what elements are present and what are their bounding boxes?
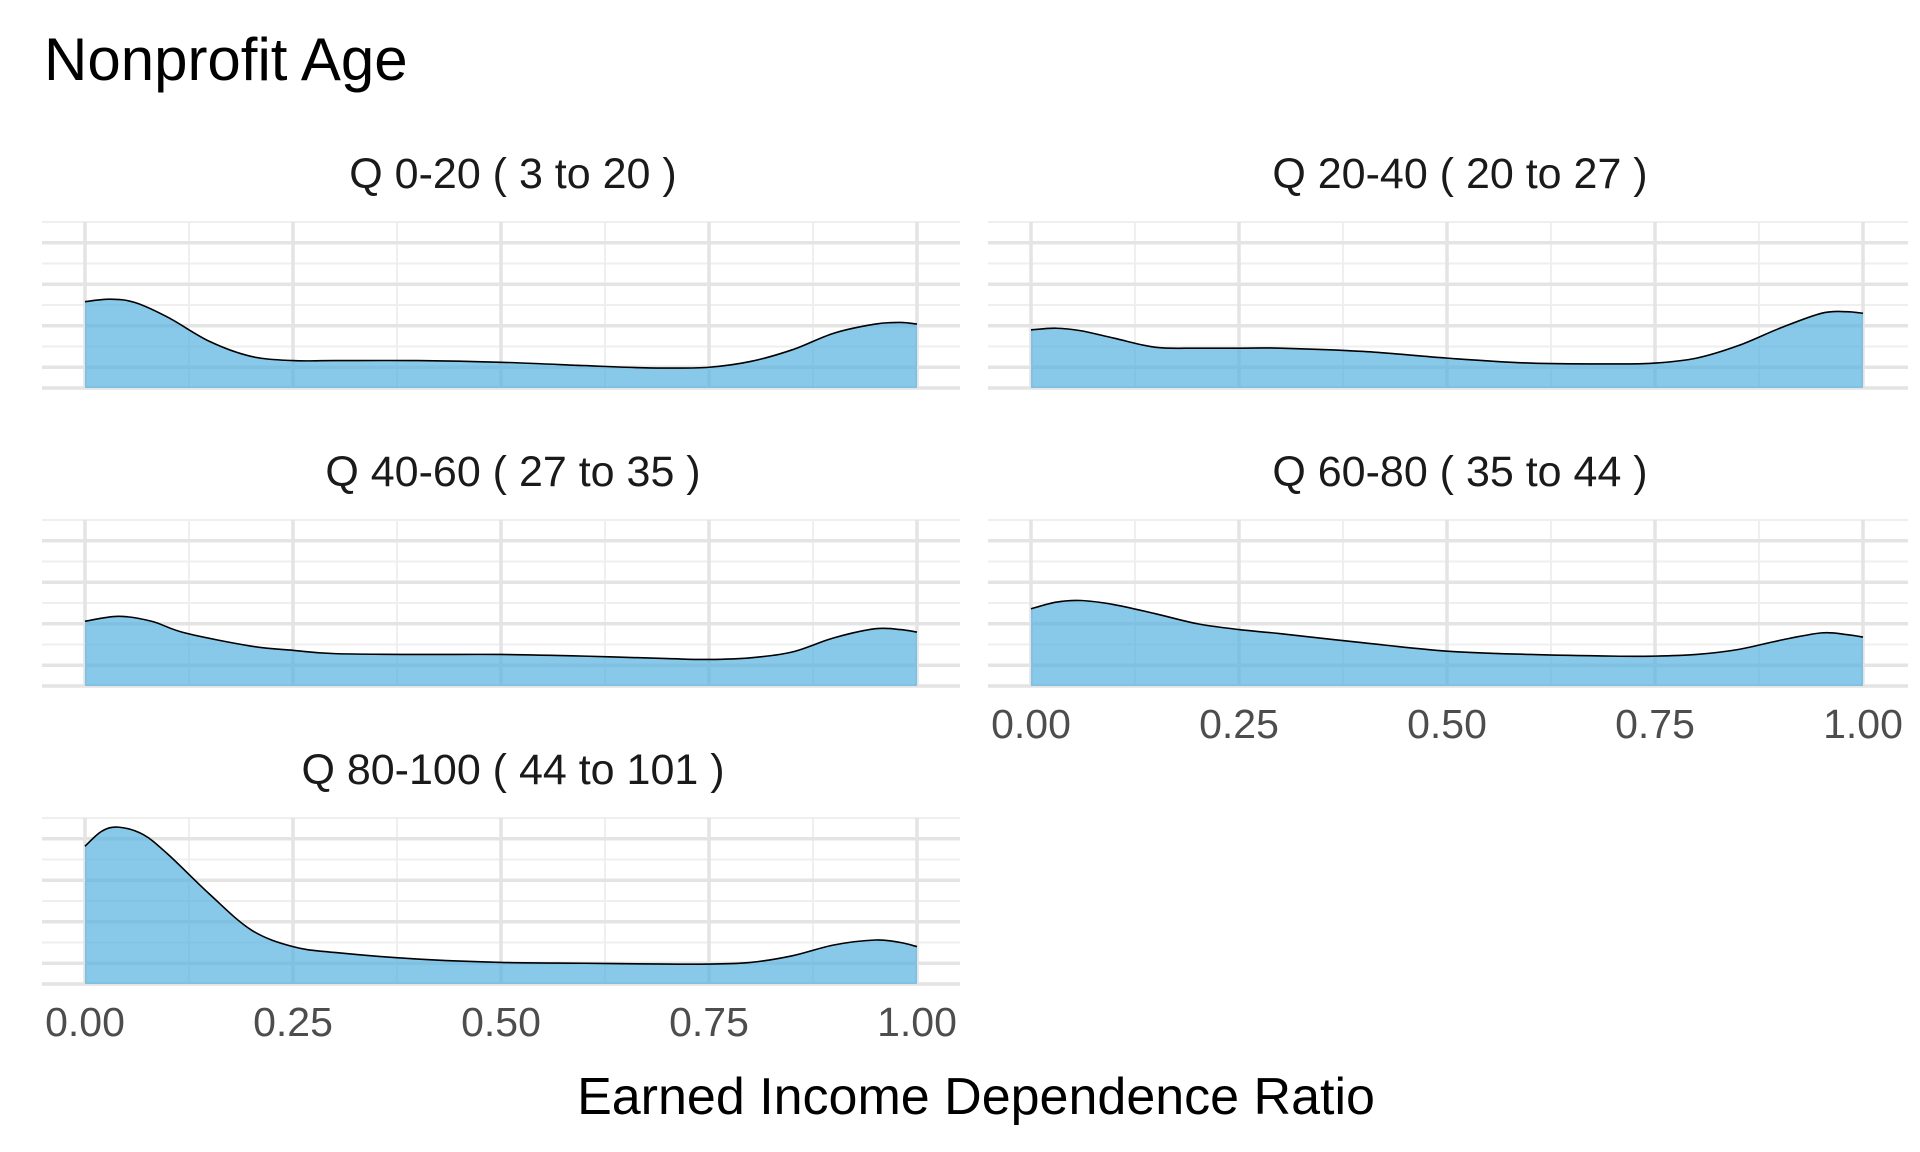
density-curve: [84, 298, 918, 369]
facet-strip-label: Q 40-60 ( 27 to 35 ): [325, 448, 700, 496]
x-tick-label: 1.00: [877, 999, 957, 1045]
x-tick-label: 0.75: [669, 999, 749, 1045]
x-tick-label: 0.00: [991, 701, 1071, 747]
density-curve: [1030, 310, 1864, 365]
x-tick-label: 0.25: [1199, 701, 1279, 747]
x-axis-label: Earned Income Dependence Ratio: [577, 1068, 1375, 1126]
density-area: [1031, 311, 1863, 388]
facet-panel: Q 60-80 ( 35 to 44 ) 0.00 0.25 0.50 0.75 1.00: [988, 448, 1908, 747]
density-curve: [1030, 599, 1864, 658]
facet-panel: Q 20-40 ( 20 to 27 ): [988, 150, 1908, 390]
x-tick-label: 0.75: [1615, 701, 1695, 747]
facet-panel: Q 40-60 ( 27 to 35 ): [42, 448, 960, 688]
x-tick-label: 0.50: [461, 999, 541, 1045]
x-tick-label: 0.00: [45, 999, 125, 1045]
facet-panel: Q 80-100 ( 44 to 101 ) 0.00 0.25 0.50 0.75 1.…: [42, 746, 960, 1045]
facet-strip-label: Q 20-40 ( 20 to 27 ): [1272, 150, 1647, 198]
density-curve: [84, 615, 918, 661]
x-tick-label: 0.25: [253, 999, 333, 1045]
facet-strip-label: Q 80-100 ( 44 to 101 ): [301, 746, 724, 794]
density-area: [85, 616, 917, 686]
density-curve: [84, 826, 918, 966]
x-tick-label: 0.50: [1407, 701, 1487, 747]
facet-strip-label: Q 60-80 ( 35 to 44 ): [1272, 448, 1647, 496]
facet-panels: Q 0-20 ( 3 to 20 ) Q 20-40 ( 20 to 27 ) Q …: [42, 150, 1908, 1045]
facet-strip-label: Q 0-20 ( 3 to 20 ): [349, 150, 676, 198]
facet-panel: Q 0-20 ( 3 to 20 ): [42, 150, 960, 390]
x-tick-label: 1.00: [1823, 701, 1903, 747]
density-area: [85, 299, 917, 388]
chart-title: Nonprofit Age: [44, 26, 408, 93]
density-area: [85, 827, 917, 984]
density-area: [1031, 600, 1863, 686]
